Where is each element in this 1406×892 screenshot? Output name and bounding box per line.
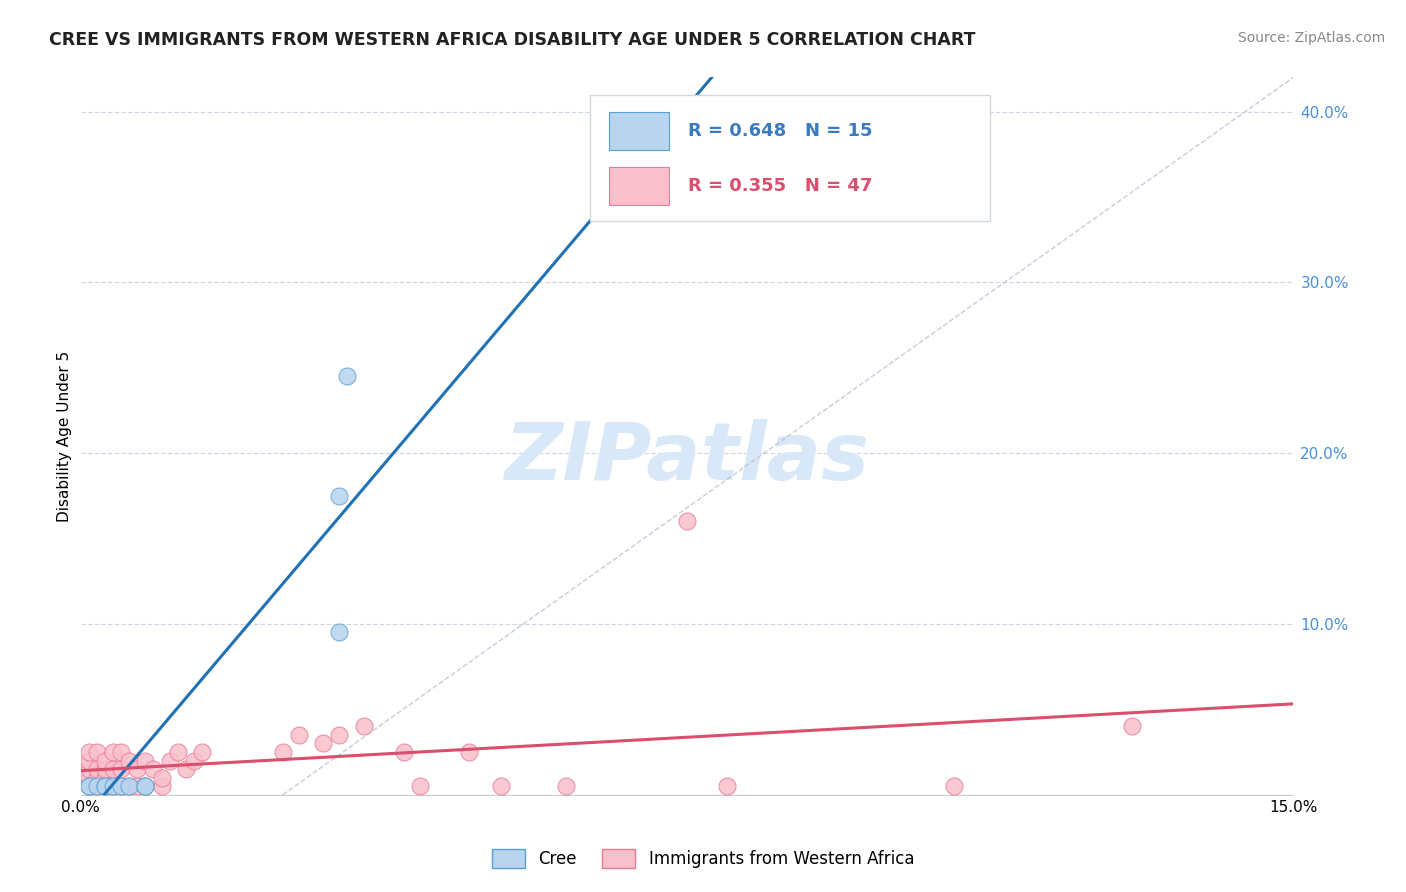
Point: [77, 754, 100, 768]
Text: R = 0.355   N = 47: R = 0.355 N = 47: [688, 177, 873, 194]
Point: [110, 779, 132, 793]
Point: [110, 779, 132, 793]
Point: [94, 779, 117, 793]
Point: [127, 762, 149, 776]
Point: [118, 754, 141, 768]
Point: [134, 779, 156, 793]
Point: [353, 719, 375, 733]
Point: [159, 754, 181, 768]
Point: [942, 779, 965, 793]
Point: [489, 779, 512, 793]
Point: [554, 779, 576, 793]
Point: [77, 779, 100, 793]
Point: [392, 745, 415, 759]
Point: [94, 754, 117, 768]
Point: [94, 779, 117, 793]
Point: [150, 779, 173, 793]
Point: [86, 745, 108, 759]
Point: [86, 771, 108, 785]
FancyBboxPatch shape: [609, 112, 669, 150]
Point: [118, 779, 141, 793]
Point: [142, 762, 165, 776]
Text: ZIPatlas: ZIPatlas: [505, 418, 869, 497]
FancyBboxPatch shape: [591, 95, 990, 221]
Point: [716, 779, 738, 793]
Point: [312, 736, 335, 750]
Point: [118, 779, 141, 793]
Point: [336, 369, 359, 384]
Point: [409, 779, 432, 793]
Point: [77, 779, 100, 793]
Point: [1121, 719, 1143, 733]
Point: [94, 771, 117, 785]
Point: [86, 779, 108, 793]
Text: CREE VS IMMIGRANTS FROM WESTERN AFRICA DISABILITY AGE UNDER 5 CORRELATION CHART: CREE VS IMMIGRANTS FROM WESTERN AFRICA D…: [49, 31, 976, 49]
Point: [127, 779, 149, 793]
Point: [174, 762, 197, 776]
Point: [77, 779, 100, 793]
Point: [457, 745, 479, 759]
Point: [134, 779, 156, 793]
Point: [183, 754, 205, 768]
Point: [101, 762, 124, 776]
Point: [77, 745, 100, 759]
Point: [101, 779, 124, 793]
Point: [101, 779, 124, 793]
FancyBboxPatch shape: [609, 167, 669, 205]
Point: [94, 762, 117, 776]
Point: [94, 779, 117, 793]
Point: [328, 728, 350, 742]
Point: [134, 779, 156, 793]
Point: [77, 771, 100, 785]
Point: [328, 625, 350, 640]
Point: [191, 745, 214, 759]
Point: [676, 515, 699, 529]
Point: [271, 745, 294, 759]
Point: [86, 779, 108, 793]
Point: [77, 762, 100, 776]
Point: [328, 489, 350, 503]
Legend: Cree, Immigrants from Western Africa: Cree, Immigrants from Western Africa: [485, 842, 921, 875]
Text: R = 0.648   N = 15: R = 0.648 N = 15: [688, 121, 873, 139]
Point: [595, 181, 617, 195]
Point: [288, 728, 311, 742]
Point: [101, 745, 124, 759]
Text: Source: ZipAtlas.com: Source: ZipAtlas.com: [1237, 31, 1385, 45]
Point: [166, 745, 188, 759]
Point: [150, 771, 173, 785]
Point: [110, 762, 132, 776]
Point: [110, 745, 132, 759]
Point: [659, 138, 682, 153]
Point: [86, 762, 108, 776]
Y-axis label: Disability Age Under 5: Disability Age Under 5: [58, 351, 72, 522]
Point: [134, 754, 156, 768]
